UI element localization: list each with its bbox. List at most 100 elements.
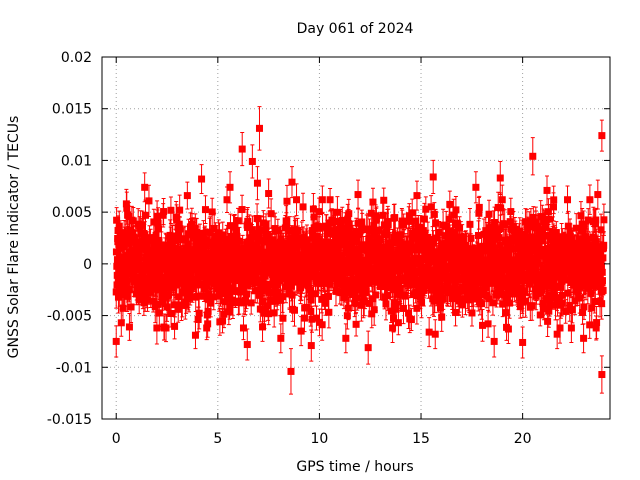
data-point xyxy=(112,337,120,345)
data-point xyxy=(287,367,295,375)
data-point xyxy=(173,216,181,224)
data-point xyxy=(236,288,244,296)
data-point xyxy=(468,309,476,317)
data-point xyxy=(144,296,152,304)
y-tick-label: 0.015 xyxy=(52,102,92,118)
data-point xyxy=(205,290,213,298)
data-point xyxy=(212,232,220,240)
data-point xyxy=(129,217,137,225)
data-point xyxy=(321,299,329,307)
data-point xyxy=(262,266,270,274)
data-point xyxy=(113,216,121,224)
data-point xyxy=(167,310,175,318)
data-points xyxy=(112,106,608,395)
data-point xyxy=(194,315,202,323)
data-point xyxy=(186,267,194,275)
data-point xyxy=(211,260,219,268)
data-point xyxy=(522,297,530,305)
data-point xyxy=(564,196,572,204)
data-point xyxy=(138,266,146,274)
data-point xyxy=(232,227,240,235)
data-point xyxy=(216,318,224,326)
data-point xyxy=(140,299,148,307)
data-point xyxy=(192,276,200,284)
data-point xyxy=(220,273,228,281)
data-point xyxy=(498,196,506,204)
data-point xyxy=(297,327,305,335)
data-point xyxy=(223,196,231,204)
data-point xyxy=(467,234,475,242)
data-point xyxy=(352,320,360,328)
data-point xyxy=(155,309,163,317)
data-point xyxy=(218,289,226,297)
data-point xyxy=(598,132,606,140)
x-tick-label: 0 xyxy=(112,431,121,447)
data-point xyxy=(543,186,551,194)
data-point xyxy=(225,308,233,316)
data-point xyxy=(279,293,287,301)
data-point xyxy=(354,191,362,199)
data-point xyxy=(243,341,251,349)
data-point xyxy=(232,277,240,285)
data-point xyxy=(114,227,122,235)
data-point xyxy=(218,266,226,274)
data-point xyxy=(115,222,123,230)
data-point xyxy=(430,210,438,218)
data-point xyxy=(326,196,334,204)
data-point xyxy=(600,216,608,224)
data-point xyxy=(489,299,497,307)
data-point xyxy=(298,280,306,288)
data-point xyxy=(154,300,162,308)
data-point xyxy=(466,220,474,228)
data-point xyxy=(296,240,304,248)
data-point xyxy=(159,298,167,306)
data-point xyxy=(173,281,181,289)
data-point xyxy=(253,286,261,294)
data-point xyxy=(384,292,392,300)
data-point xyxy=(343,312,351,320)
data-point xyxy=(550,196,558,204)
data-point xyxy=(172,276,180,284)
data-point xyxy=(238,206,246,214)
data-point xyxy=(496,174,504,182)
data-point xyxy=(277,235,285,243)
data-point xyxy=(126,248,134,256)
data-point xyxy=(193,281,201,289)
data-point xyxy=(167,206,175,214)
data-point xyxy=(210,293,218,301)
data-point xyxy=(191,224,199,232)
data-point xyxy=(226,303,234,311)
data-point xyxy=(598,277,606,285)
data-point xyxy=(586,196,594,204)
data-point xyxy=(315,208,323,216)
data-point xyxy=(130,273,138,281)
data-point xyxy=(288,291,296,299)
data-point xyxy=(261,306,269,314)
data-point xyxy=(248,157,256,165)
data-point xyxy=(157,249,165,257)
data-point xyxy=(174,270,182,278)
data-point xyxy=(237,281,245,289)
data-point xyxy=(208,208,216,216)
data-point xyxy=(229,299,237,307)
data-point xyxy=(247,299,255,307)
data-point xyxy=(135,296,143,304)
data-point xyxy=(231,223,239,231)
data-point xyxy=(267,296,275,304)
data-point xyxy=(519,338,527,346)
data-point xyxy=(206,228,214,236)
data-point xyxy=(593,319,601,327)
data-point xyxy=(262,248,270,256)
data-point xyxy=(452,308,460,316)
data-point xyxy=(484,320,492,328)
y-tick-label: -0.015 xyxy=(47,412,92,428)
data-point xyxy=(265,310,273,318)
data-point xyxy=(544,317,552,325)
data-point xyxy=(458,301,466,309)
data-point xyxy=(219,231,227,239)
data-point xyxy=(364,344,372,352)
y-tick-label: -0.01 xyxy=(56,360,92,376)
data-point xyxy=(262,221,270,229)
data-point xyxy=(138,221,146,229)
